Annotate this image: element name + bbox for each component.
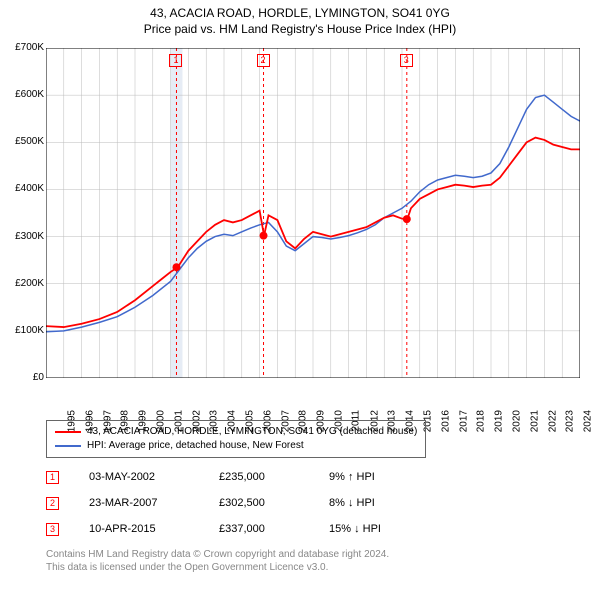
sale-price: £337,000	[219, 523, 329, 535]
x-tick-label: 2022	[547, 410, 558, 432]
sale-hpi: 9% ↑ HPI	[329, 471, 449, 483]
sale-marker-2: 2	[46, 497, 59, 510]
footer: Contains HM Land Registry data © Crown c…	[46, 548, 389, 574]
x-tick-label: 2018	[476, 410, 487, 432]
event-marker-1: 1	[169, 54, 182, 67]
y-tick-label: £400K	[4, 183, 44, 194]
sale-date: 23-MAR-2007	[89, 497, 219, 509]
sale-row: 2 23-MAR-2007£302,5008% ↓ HPI	[46, 490, 449, 516]
event-marker-3: 3	[400, 54, 413, 67]
x-tick-label: 2021	[529, 410, 540, 432]
legend-item: 43, ACACIA ROAD, HORDLE, LYMINGTON, SO41…	[55, 425, 417, 439]
x-tick-label: 2024	[582, 410, 593, 432]
footer-line2: This data is licensed under the Open Gov…	[46, 561, 389, 574]
sale-date: 10-APR-2015	[89, 523, 219, 535]
title-block: 43, ACACIA ROAD, HORDLE, LYMINGTON, SO41…	[0, 0, 600, 36]
x-tick-label: 2023	[565, 410, 576, 432]
x-tick-label: 2016	[440, 410, 451, 432]
sale-row: 1 03-MAY-2002£235,0009% ↑ HPI	[46, 464, 449, 490]
y-tick-label: £500K	[4, 136, 44, 147]
footer-line1: Contains HM Land Registry data © Crown c…	[46, 548, 389, 561]
legend: 43, ACACIA ROAD, HORDLE, LYMINGTON, SO41…	[46, 420, 426, 458]
x-tick-label: 2019	[493, 410, 504, 432]
chart-svg	[46, 48, 580, 378]
sale-price: £302,500	[219, 497, 329, 509]
chart-area	[46, 48, 580, 378]
sale-marker-1: 1	[46, 471, 59, 484]
event-marker-2: 2	[257, 54, 270, 67]
sale-price: £235,000	[219, 471, 329, 483]
sale-hpi: 8% ↓ HPI	[329, 497, 449, 509]
legend-item: HPI: Average price, detached house, New …	[55, 439, 417, 453]
title-subtitle: Price paid vs. HM Land Registry's House …	[0, 22, 600, 36]
y-tick-label: £0	[4, 372, 44, 383]
y-tick-label: £200K	[4, 278, 44, 289]
sales-table: 1 03-MAY-2002£235,0009% ↑ HPI 2 23-MAR-2007…	[46, 464, 449, 542]
chart-container: 43, ACACIA ROAD, HORDLE, LYMINGTON, SO41…	[0, 0, 600, 590]
sale-date: 03-MAY-2002	[89, 471, 219, 483]
legend-swatch	[55, 445, 81, 447]
sale-hpi: 15% ↓ HPI	[329, 523, 449, 535]
sale-row: 3 10-APR-2015£337,00015% ↓ HPI	[46, 516, 449, 542]
y-tick-label: £100K	[4, 325, 44, 336]
legend-swatch	[55, 431, 81, 433]
y-tick-label: £300K	[4, 231, 44, 242]
legend-label: HPI: Average price, detached house, New …	[87, 439, 304, 453]
legend-label: 43, ACACIA ROAD, HORDLE, LYMINGTON, SO41…	[87, 425, 417, 439]
y-tick-label: £700K	[4, 42, 44, 53]
sale-marker-3: 3	[46, 523, 59, 536]
x-tick-label: 2017	[458, 410, 469, 432]
y-tick-label: £600K	[4, 89, 44, 100]
x-tick-label: 2020	[511, 410, 522, 432]
title-address: 43, ACACIA ROAD, HORDLE, LYMINGTON, SO41…	[0, 6, 600, 20]
